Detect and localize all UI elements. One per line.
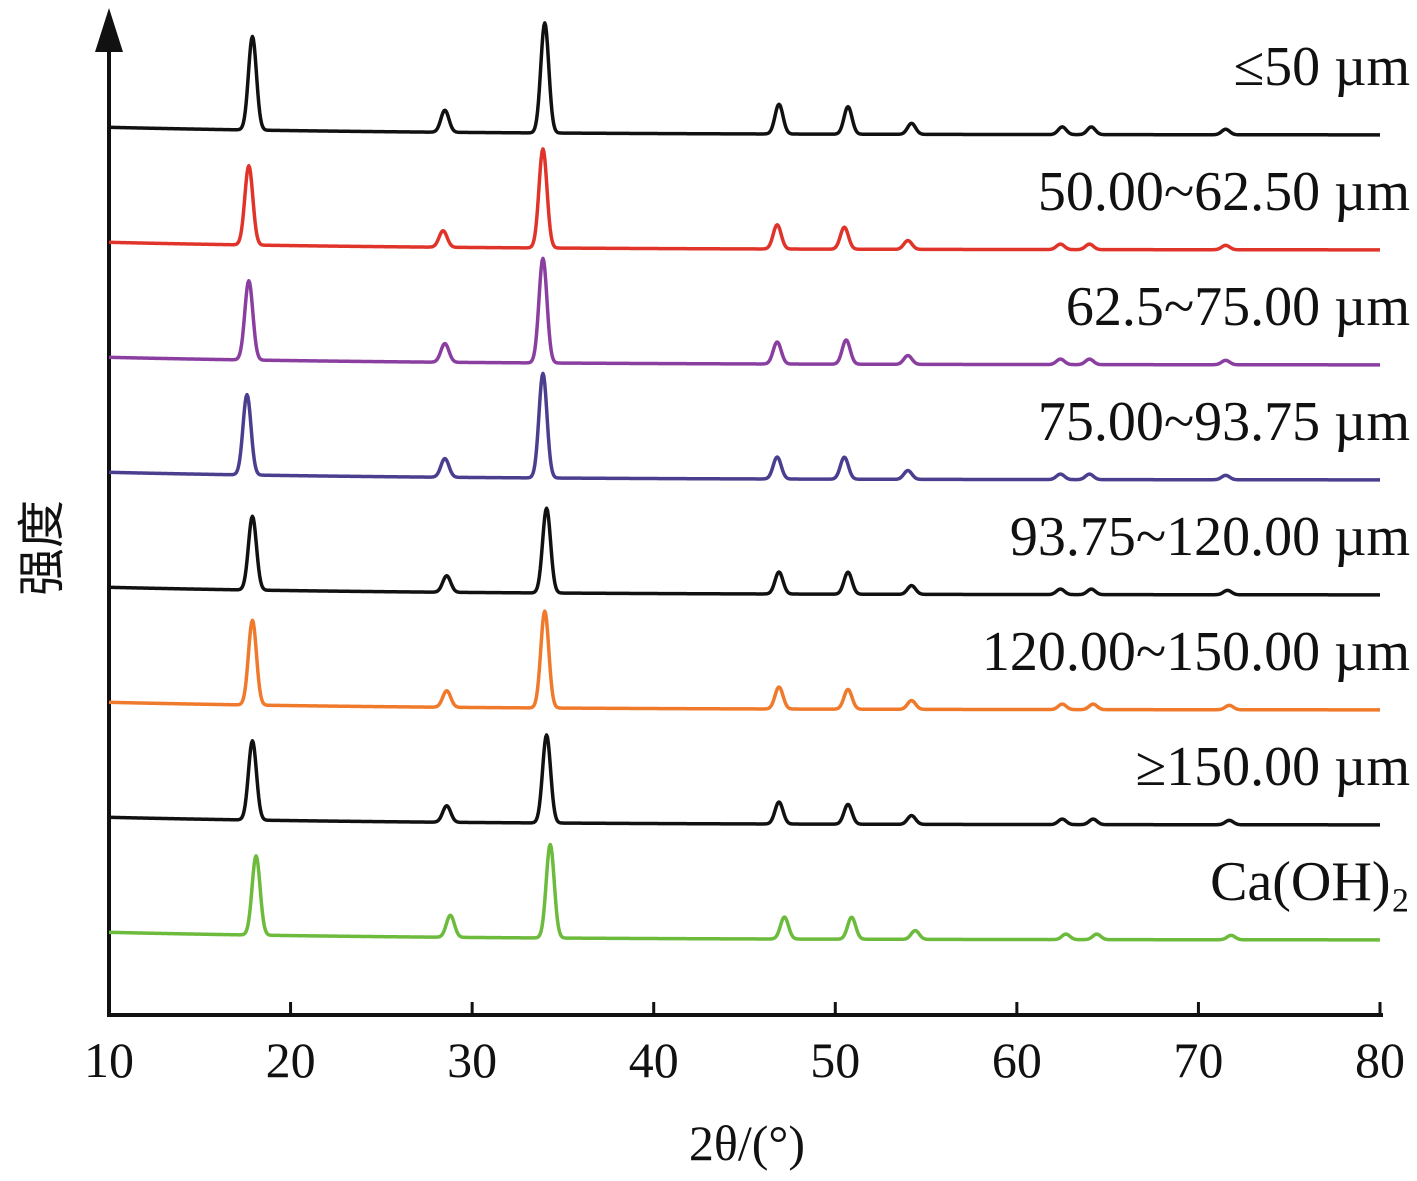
x-tick-label: 40 [629, 1032, 679, 1088]
x-tick-label: 50 [810, 1032, 860, 1088]
y-axis-label: 强度 [14, 500, 70, 596]
x-ticks: 10 20 30 40 50 60 70 80 [84, 1002, 1405, 1088]
series-line [108, 256, 1381, 367]
series-line [108, 21, 1381, 137]
series-label: Ca(OH)₂ [1210, 851, 1410, 913]
series-label: 120.00~150.00 µm [982, 621, 1410, 683]
series-label: 75.00~93.75 µm [1038, 391, 1410, 453]
x-tick-label: 30 [447, 1032, 497, 1088]
axes [95, 8, 1383, 1017]
series-label: 93.75~120.00 µm [1010, 506, 1410, 568]
series-line [108, 733, 1381, 827]
series-labels: ≤50 µm 50.00~62.50 µm 62.5~75.00 µm 75.00~9… [982, 36, 1410, 913]
series-line [108, 506, 1381, 597]
series-label: ≥150.00 µm [1135, 736, 1410, 798]
series-label: ≤50 µm [1233, 36, 1410, 98]
x-tick-label: 80 [1355, 1032, 1405, 1088]
series-line [108, 609, 1381, 712]
series-label: 62.5~75.00 µm [1066, 276, 1410, 338]
series-label: 50.00~62.50 µm [1038, 161, 1410, 223]
x-tick-label: 60 [992, 1032, 1042, 1088]
x-axis-label: 2θ/(°) [689, 1115, 805, 1171]
y-axis-arrow [95, 8, 123, 52]
series-line [108, 147, 1381, 252]
x-tick-label: 10 [84, 1032, 134, 1088]
x-tick-label: 70 [1173, 1032, 1223, 1088]
series-line [108, 371, 1381, 482]
series-line [108, 842, 1381, 942]
xrd-traces [108, 21, 1381, 942]
x-tick-label: 20 [266, 1032, 316, 1088]
